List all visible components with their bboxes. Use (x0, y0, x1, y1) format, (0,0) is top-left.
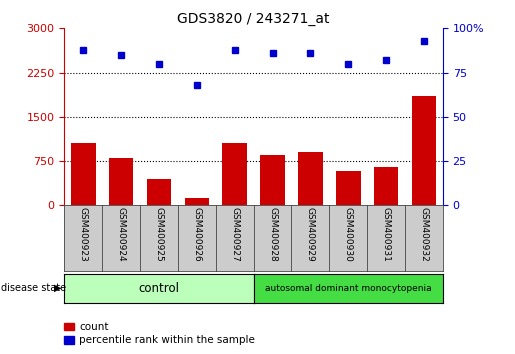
Bar (374, 167, 399, 205)
Text: GSM400925: GSM400925 (154, 207, 163, 262)
Legend: count, percentile rank within the sample: count, percentile rank within the sample (64, 322, 255, 345)
Bar (109, 158, 133, 205)
Text: GSM400930: GSM400930 (344, 207, 353, 262)
Bar (184, 198, 209, 205)
Text: autosomal dominant monocytopenia: autosomal dominant monocytopenia (265, 284, 432, 293)
Text: GSM400923: GSM400923 (79, 207, 88, 262)
Text: GSM400926: GSM400926 (193, 207, 201, 262)
Title: GDS3820 / 243271_at: GDS3820 / 243271_at (177, 12, 330, 26)
Text: disease state: disease state (1, 283, 66, 293)
Text: GSM400928: GSM400928 (268, 207, 277, 262)
Text: GSM400932: GSM400932 (420, 207, 428, 262)
Bar (411, 96, 436, 205)
Text: GSM400931: GSM400931 (382, 207, 390, 262)
Bar (336, 171, 360, 205)
Text: GSM400927: GSM400927 (230, 207, 239, 262)
Bar (147, 179, 171, 205)
Bar (298, 152, 323, 205)
Text: control: control (139, 282, 180, 295)
Text: ▶: ▶ (54, 283, 62, 293)
Bar (222, 143, 247, 205)
Bar (71, 143, 96, 205)
Bar (260, 155, 285, 205)
Text: GSM400924: GSM400924 (117, 207, 126, 262)
Text: GSM400929: GSM400929 (306, 207, 315, 262)
